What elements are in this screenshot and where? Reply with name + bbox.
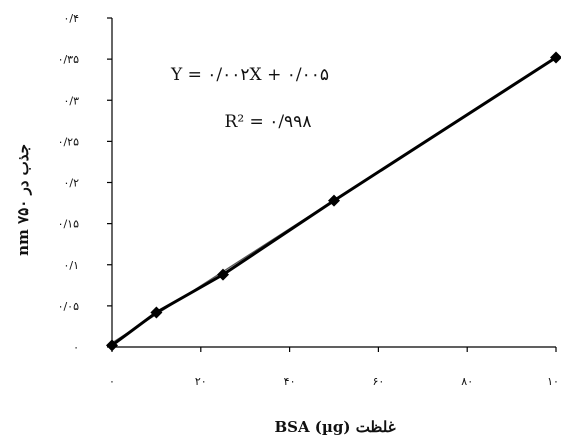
- x-ticks: ۰ ۲۰ ۴۰ ۶۰ ۸۰ ۱۰۰: [109, 347, 561, 388]
- x-tick-label: ۸۰: [461, 375, 473, 388]
- data-point: [217, 268, 229, 281]
- x-tick-label: ۲۰: [195, 375, 207, 388]
- y-tick-label: ۰/۳: [63, 94, 79, 107]
- y-tick-label: ۰/۱: [63, 259, 79, 272]
- x-tick-label: ۰: [109, 375, 115, 388]
- y-ticks: ۰ ۰/۰۵ ۰/۱ ۰/۱۵ ۰/۲ ۰/۲۵ ۰/۳ ۰/۳۵ ۰/۴: [58, 12, 112, 354]
- y-axis-title: جذب در ۷۵۰ nm: [14, 144, 32, 256]
- y-tick-label: ۰/۲۵: [58, 135, 80, 148]
- x-tick-label: ۱۰۰: [547, 375, 561, 388]
- y-tick-label: ۰/۴: [63, 12, 79, 25]
- y-tick-label: ۰: [73, 341, 79, 354]
- x-tick-label: ۴۰: [284, 375, 296, 388]
- y-tick-label: ۰/۱۵: [58, 218, 80, 231]
- data-point: [328, 194, 340, 207]
- plot-area: [106, 51, 561, 352]
- y-tick-label: ۰/۲: [63, 177, 79, 190]
- data-point: [150, 306, 163, 319]
- y-tick-label: ۰/۰۵: [58, 300, 80, 313]
- data-point: [106, 339, 118, 352]
- x-tick-label: ۶۰: [372, 375, 384, 388]
- y-tick-label: ۰/۳۵: [58, 53, 80, 66]
- r-squared-annotation: R² = ۰/۹۹۸: [225, 112, 312, 132]
- equation-annotation: Y = ۰/۰۰۲X + ۰/۰۰۵: [170, 65, 329, 85]
- x-axis-title: غلظت BSA (µg): [274, 418, 395, 436]
- data-point: [550, 51, 561, 64]
